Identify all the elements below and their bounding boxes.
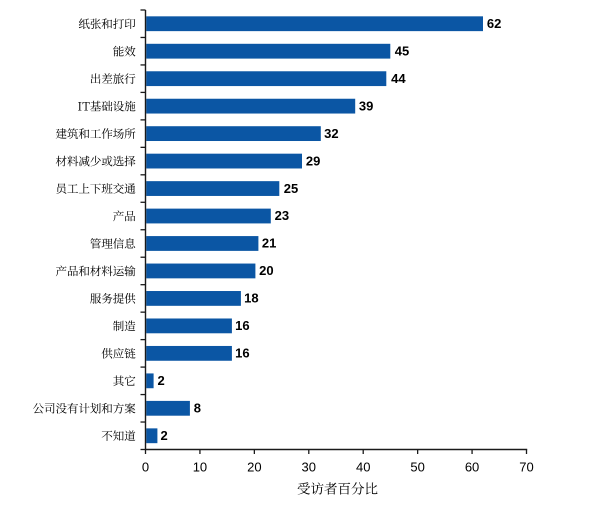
svg-text:62: 62: [487, 16, 501, 31]
svg-text:0: 0: [142, 460, 149, 475]
svg-text:21: 21: [262, 236, 276, 251]
svg-text:20: 20: [247, 460, 261, 475]
svg-text:45: 45: [395, 43, 409, 58]
svg-text:18: 18: [244, 291, 258, 306]
svg-text:70: 70: [519, 460, 533, 475]
svg-text:60: 60: [465, 460, 479, 475]
svg-text:20: 20: [259, 263, 273, 278]
svg-text:50: 50: [410, 460, 424, 475]
svg-text:39: 39: [359, 98, 373, 113]
svg-text:10: 10: [193, 460, 207, 475]
svg-text:29: 29: [306, 153, 320, 168]
svg-text:25: 25: [284, 181, 298, 196]
svg-text:8: 8: [194, 401, 201, 416]
svg-text:30: 30: [302, 460, 316, 475]
svg-text:16: 16: [235, 318, 249, 333]
svg-text:2: 2: [157, 373, 164, 388]
svg-text:23: 23: [275, 208, 289, 223]
svg-text:44: 44: [391, 71, 406, 86]
svg-text:40: 40: [356, 460, 370, 475]
svg-text:2: 2: [160, 428, 167, 443]
svg-text:16: 16: [235, 346, 249, 361]
svg-text:32: 32: [324, 126, 338, 141]
